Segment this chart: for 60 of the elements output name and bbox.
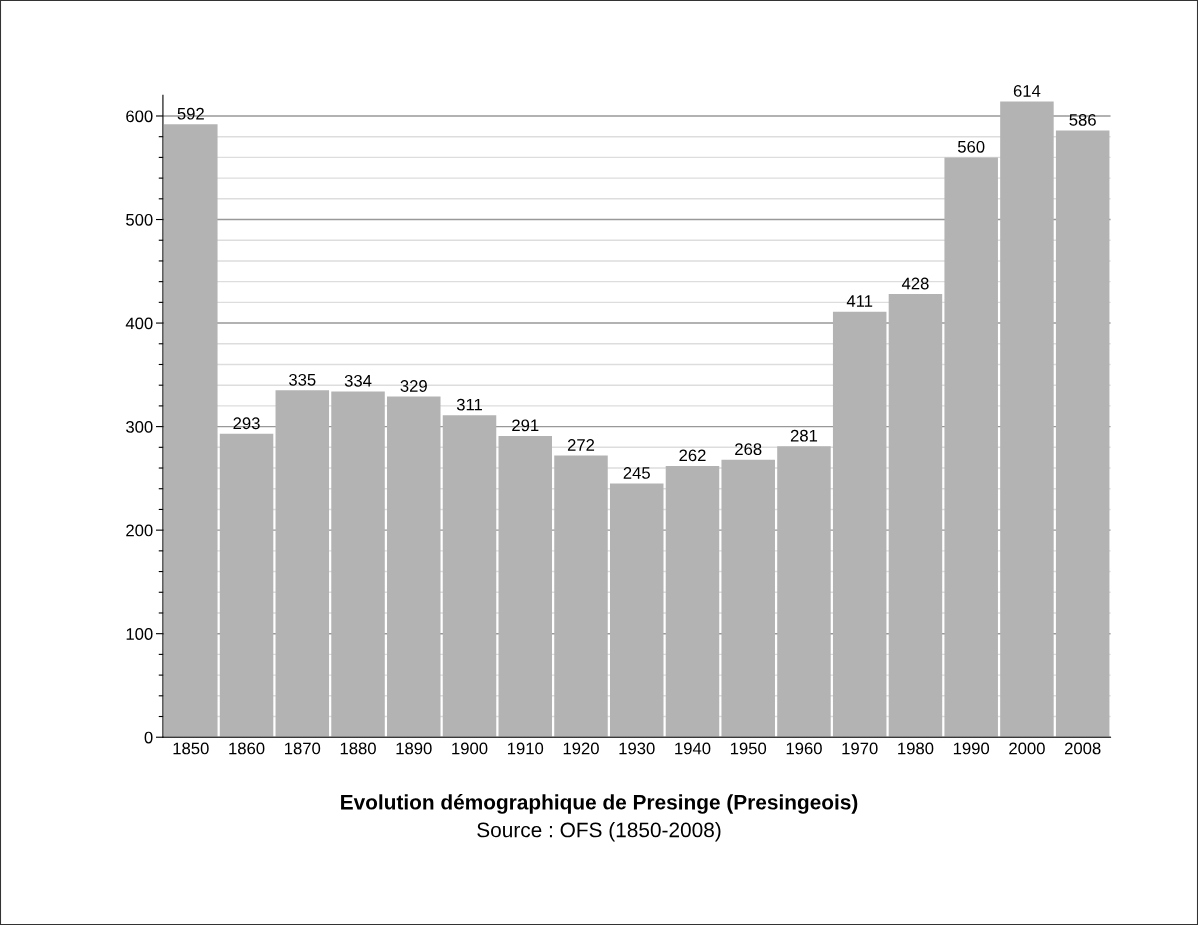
y-tick-label: 600 xyxy=(126,110,153,123)
bar xyxy=(665,465,720,738)
bar xyxy=(164,124,218,738)
bar xyxy=(498,435,553,738)
data-label: 334 xyxy=(344,374,372,387)
bar xyxy=(331,391,385,738)
bar xyxy=(554,455,608,738)
x-tick-label: 1940 xyxy=(675,742,711,755)
y-tick-label: 500 xyxy=(126,213,153,226)
data-label: 281 xyxy=(790,429,818,442)
x-tick-label: 1980 xyxy=(898,742,934,755)
source-note: Source : OFS (1850-2008) xyxy=(477,822,721,842)
x-tick-label: 1970 xyxy=(842,742,878,755)
x-tick-label: 1870 xyxy=(285,742,321,755)
x-tick-label: 1850 xyxy=(173,742,209,755)
data-label: 560 xyxy=(957,140,985,153)
x-tick-label: 1910 xyxy=(507,742,544,755)
y-tick-label: 300 xyxy=(126,421,153,433)
data-label: 592 xyxy=(177,107,204,120)
x-tick-label: 1990 xyxy=(953,742,990,755)
x-tick-label: 2008 xyxy=(1064,742,1101,755)
data-label: 245 xyxy=(623,467,650,479)
bar xyxy=(777,446,831,738)
x-tick-label: 1960 xyxy=(786,742,822,755)
bar xyxy=(721,459,775,738)
bar xyxy=(609,483,664,738)
bar xyxy=(888,294,943,738)
data-label: 614 xyxy=(1013,85,1041,97)
y-tick-label: 200 xyxy=(126,524,153,537)
data-label: 428 xyxy=(901,277,929,290)
data-label: 268 xyxy=(735,443,762,456)
x-tick-label: 1920 xyxy=(563,742,599,755)
x-tick-label: 1860 xyxy=(229,742,265,755)
data-label: 272 xyxy=(567,439,595,451)
bar xyxy=(275,390,330,738)
x-tick-label: 1880 xyxy=(340,742,376,755)
data-label: 293 xyxy=(233,417,260,430)
bar xyxy=(219,433,274,738)
x-tick-label: 1890 xyxy=(396,742,432,755)
bar xyxy=(442,415,497,738)
data-label: 411 xyxy=(846,295,873,307)
bar xyxy=(944,157,998,738)
bar xyxy=(1055,130,1110,738)
x-tick-label: 1900 xyxy=(452,742,488,755)
x-tick-label: 1950 xyxy=(730,742,767,755)
text: Evolution démographique de Presinge (Presingeois) xyxy=(341,794,858,814)
data-label: 329 xyxy=(400,380,427,392)
bar xyxy=(832,311,887,738)
bar xyxy=(1000,101,1054,738)
data-label: 291 xyxy=(512,419,539,432)
y-tick-label: 400 xyxy=(125,317,153,330)
data-label: 335 xyxy=(289,373,316,386)
data-label: 262 xyxy=(679,449,706,462)
x-tick-label: 1930 xyxy=(619,742,655,755)
bar xyxy=(387,396,441,738)
x-tick-label: 2000 xyxy=(1009,742,1045,755)
y-tick-label: 100 xyxy=(126,628,153,640)
data-label: 311 xyxy=(456,398,482,411)
data-label: 586 xyxy=(1069,113,1096,126)
y-tick-label: 0 xyxy=(144,731,153,744)
